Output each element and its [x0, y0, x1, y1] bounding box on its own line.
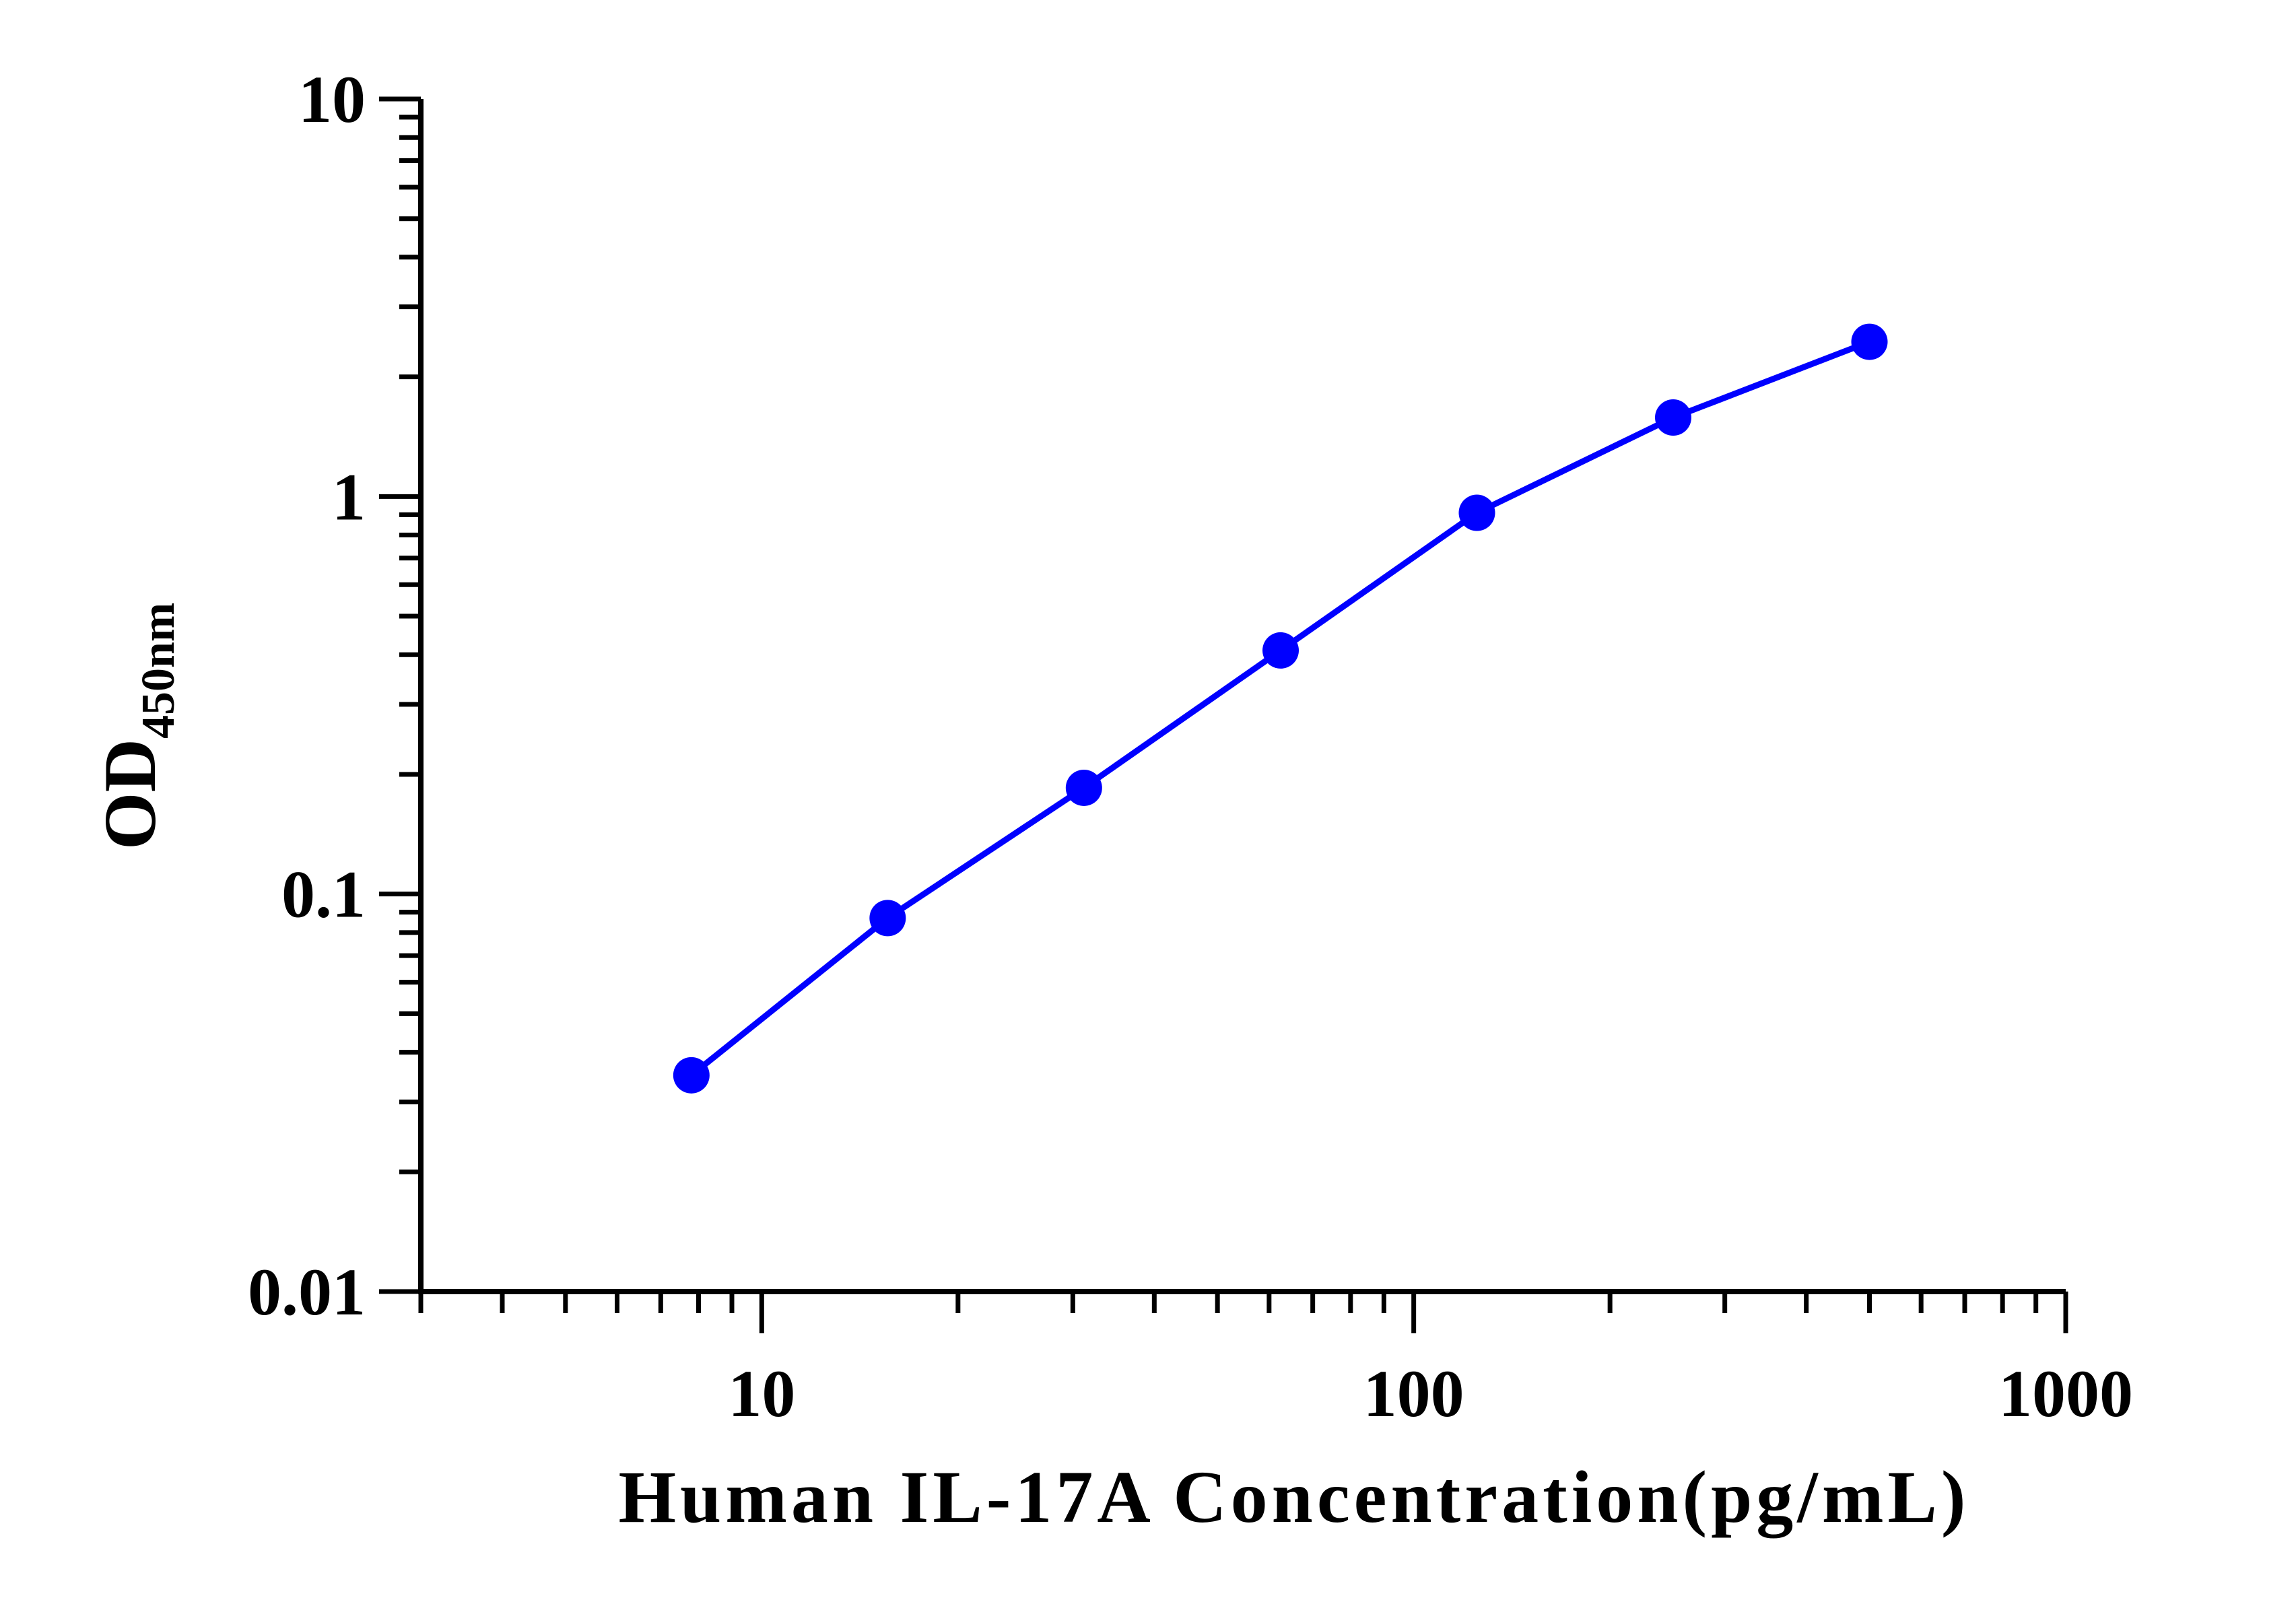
y-tick-label: 1: [332, 459, 366, 534]
y-tick-label: 0.01: [248, 1255, 366, 1329]
data-point: [869, 900, 906, 937]
data-point: [1458, 494, 1495, 531]
y-axis-title-subscript: 450nm: [133, 603, 184, 739]
series-group: [673, 323, 1888, 1094]
y-axis-ticks: [379, 96, 421, 1294]
data-point: [1262, 632, 1299, 669]
y-axis-title: OD450nm: [89, 603, 184, 850]
data-point: [1851, 323, 1888, 360]
y-tick-label: 0.1: [281, 857, 366, 932]
data-point: [1655, 399, 1692, 436]
data-point: [1065, 769, 1102, 806]
data-point: [673, 1057, 710, 1094]
x-tick-label: 10: [728, 1356, 795, 1431]
x-axis-tick-labels: 10 100 1000: [728, 1356, 2133, 1431]
y-axis-tick-labels: 0.01 0.1 1 10: [248, 62, 366, 1329]
x-axis-ticks: [418, 1292, 2068, 1333]
y-tick-label: 10: [298, 62, 366, 137]
y-axis-title-main: OD: [89, 739, 171, 850]
x-axis-title: Human IL-17A Concentration(pg/mL): [619, 1456, 1970, 1538]
x-tick-label: 100: [1363, 1356, 1464, 1431]
axes: [418, 99, 2066, 1294]
x-tick-label: 1000: [1998, 1356, 2133, 1431]
series-line: [689, 339, 1871, 1078]
